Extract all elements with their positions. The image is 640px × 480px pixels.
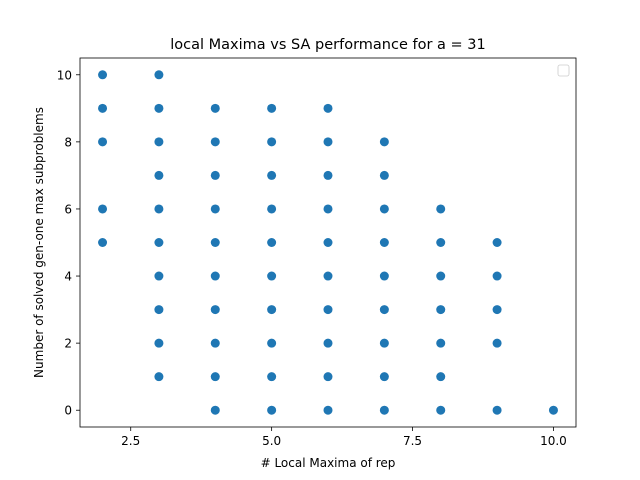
data-point: [323, 137, 333, 147]
data-point: [323, 338, 333, 348]
y-tick-label: 10: [57, 68, 72, 82]
data-point: [210, 137, 220, 147]
data-point: [379, 204, 389, 214]
data-point: [210, 170, 220, 180]
data-point: [323, 204, 333, 214]
data-point: [548, 405, 558, 415]
data-point: [436, 372, 446, 382]
x-axis-title: # Local Maxima of rep: [261, 456, 396, 470]
data-point: [267, 405, 277, 415]
data-point: [210, 305, 220, 315]
data-point: [436, 405, 446, 415]
x-tick-label: 7.5: [403, 434, 422, 448]
data-point: [154, 103, 164, 113]
data-point: [492, 305, 502, 315]
data-point: [436, 271, 446, 281]
data-point: [379, 271, 389, 281]
data-point: [98, 204, 108, 214]
data-point: [154, 238, 164, 247]
data-point: [210, 372, 220, 382]
data-point: [98, 238, 108, 247]
data-point: [267, 305, 277, 315]
data-point: [379, 338, 389, 348]
data-point: [267, 204, 277, 214]
x-axis-ticks: 2.5 5.0 7.5 10.0: [121, 427, 567, 448]
axes-frame: [79, 57, 577, 428]
data-point: [379, 238, 389, 247]
data-point: [379, 137, 389, 147]
chart-title: local Maxima vs SA performance for a = 3…: [170, 37, 486, 53]
legend-box: [557, 64, 570, 77]
x-tick-label: 10.0: [540, 434, 567, 448]
data-point: [323, 238, 333, 247]
data-point: [379, 305, 389, 315]
data-point: [98, 103, 108, 113]
data-point: [323, 170, 333, 180]
data-point: [436, 238, 446, 247]
data-point: [267, 137, 277, 147]
y-tick-label: 4: [64, 270, 72, 284]
data-point: [210, 271, 220, 281]
x-tick-label: 2.5: [121, 434, 140, 448]
data-point: [210, 238, 220, 247]
data-point: [492, 238, 502, 247]
data-point: [154, 70, 164, 80]
data-point: [323, 103, 333, 113]
y-tick-label: 2: [64, 337, 72, 351]
data-point: [379, 170, 389, 180]
data-point: [492, 405, 502, 415]
data-point: [267, 238, 277, 247]
data-point: [154, 170, 164, 180]
data-point: [323, 305, 333, 315]
y-tick-label: 0: [64, 404, 72, 418]
data-point: [436, 305, 446, 315]
data-point: [379, 372, 389, 382]
data-point: [154, 305, 164, 315]
data-point: [98, 137, 108, 147]
data-point: [210, 204, 220, 214]
data-point: [154, 271, 164, 281]
x-tick-label: 5.0: [262, 434, 281, 448]
y-axis-title: Number of solved gen-one max subproblems: [32, 107, 46, 378]
data-point: [267, 103, 277, 113]
data-point: [267, 170, 277, 180]
data-point: [267, 271, 277, 281]
data-point: [379, 405, 389, 415]
data-point: [436, 338, 446, 348]
data-point: [98, 70, 108, 80]
data-point: [267, 372, 277, 382]
data-point: [323, 372, 333, 382]
data-point: [154, 372, 164, 382]
data-point: [154, 137, 164, 147]
y-tick-label: 6: [64, 202, 72, 216]
data-point: [210, 103, 220, 113]
data-point: [492, 271, 502, 281]
data-points: [98, 70, 558, 415]
data-point: [267, 338, 277, 348]
data-point: [210, 338, 220, 348]
data-point: [492, 338, 502, 348]
data-point: [323, 271, 333, 281]
y-tick-label: 8: [64, 135, 72, 149]
data-point: [154, 204, 164, 214]
data-point: [154, 338, 164, 348]
data-point: [210, 405, 220, 415]
data-point: [323, 405, 333, 415]
y-axis-ticks: 0 2 4 6 8 10: [57, 68, 80, 418]
data-point: [436, 204, 446, 214]
